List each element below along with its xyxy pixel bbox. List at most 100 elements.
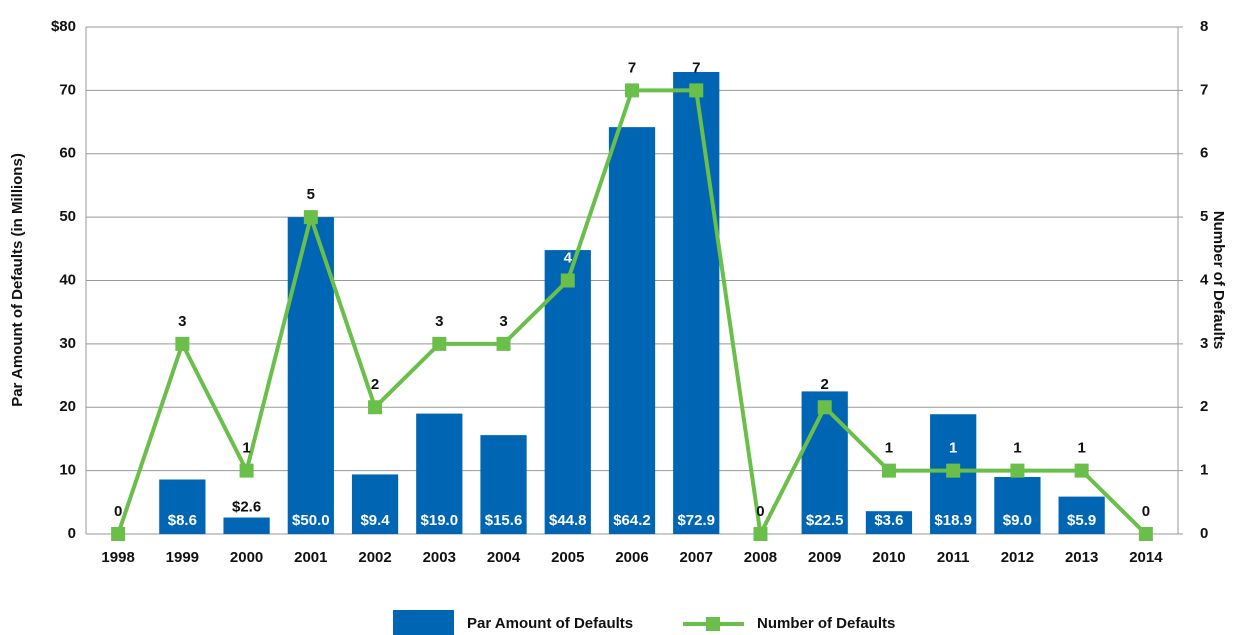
bar (608, 127, 656, 534)
y-tick-label: 10 (59, 462, 76, 479)
bar-value-label: $3.6 (874, 512, 903, 529)
x-tick-label: 2012 (1001, 549, 1034, 566)
y-axis-label: Par Amount of Defaults (in Millions) (9, 153, 26, 407)
y2-tick-label: 5 (1200, 208, 1208, 225)
x-tick-label: 2002 (358, 549, 391, 566)
line-marker (239, 463, 254, 478)
y-tick-label: 30 (59, 335, 76, 352)
line-marker (496, 336, 511, 351)
line-value-label: 0 (1142, 503, 1150, 520)
line-marker (946, 463, 961, 478)
line-marker (368, 400, 383, 415)
line-marker (111, 527, 126, 541)
bar (801, 391, 848, 534)
bar (865, 511, 913, 534)
bar (1058, 496, 1105, 534)
x-tick-label: 2001 (294, 549, 327, 566)
line-marker (753, 527, 768, 541)
line-value-label: 0 (114, 503, 122, 520)
bar (673, 71, 720, 534)
line-marker (1074, 463, 1089, 478)
x-tick-label: 1998 (101, 549, 134, 566)
bar-value-label: $15.6 (485, 512, 523, 529)
bar (416, 413, 463, 534)
bar-value-label: $9.0 (1003, 512, 1032, 529)
x-tick-label: 2007 (680, 549, 713, 566)
line-marker (625, 83, 639, 98)
x-tick-label: 2006 (615, 549, 648, 566)
bar-value-label: $44.8 (549, 512, 587, 529)
line-marker (175, 336, 190, 351)
line-value-label: 7 (628, 59, 636, 76)
bar (223, 517, 270, 534)
line-value-label: 7 (692, 59, 700, 76)
y2-tick-label: 1 (1200, 462, 1208, 479)
y2-tick-label: 7 (1200, 81, 1208, 98)
x-tick-label: 2010 (872, 549, 905, 566)
line-value-label: 2 (371, 376, 379, 393)
bar-value-label: $18.9 (934, 512, 972, 529)
y-tick-label: 40 (59, 271, 76, 288)
bar-value-label: $19.0 (421, 512, 459, 529)
y2-tick-label: 3 (1200, 335, 1208, 352)
line-value-label: 2 (821, 376, 829, 393)
x-tick-label: 2003 (423, 549, 456, 566)
legend-swatch (706, 617, 720, 631)
line-value-label: 1 (949, 440, 957, 457)
line-value-label: 1 (1013, 440, 1021, 457)
y2-tick-label: 4 (1200, 271, 1209, 288)
bar-value-label: $50.0 (292, 512, 330, 529)
line-marker (689, 83, 704, 98)
line-value-label: 0 (756, 503, 764, 520)
legend-label: Number of Defaults (757, 615, 895, 632)
bar-value-label: $5.9 (1067, 512, 1096, 529)
y2-tick-label: 8 (1200, 18, 1208, 35)
y-tick-label: 60 (59, 145, 76, 162)
line-value-label: 1 (885, 440, 893, 457)
line-marker (1010, 463, 1025, 478)
bar (351, 474, 399, 534)
x-tick-label: 1999 (166, 549, 199, 566)
y2-tick-label: 6 (1200, 145, 1208, 162)
bar (994, 476, 1041, 534)
line-value-label: 5 (307, 186, 315, 203)
line-marker (432, 336, 447, 351)
legend-label: Par Amount of Defaults (467, 615, 633, 632)
y2-tick-label: 2 (1200, 398, 1208, 415)
x-tick-label: 2014 (1129, 549, 1163, 566)
line-value-label: 4 (564, 249, 573, 266)
line-value-label: 3 (178, 313, 186, 330)
line-marker (1138, 527, 1153, 541)
line-value-label: 3 (499, 313, 507, 330)
bar-value-label: $8.6 (168, 512, 197, 529)
y2-tick-label: 0 (1200, 525, 1208, 542)
line-value-label: 1 (1077, 440, 1085, 457)
bar-value-label: $2.6 (232, 498, 261, 515)
y-tick-label: $80 (51, 18, 76, 35)
x-tick-label: 2005 (551, 549, 584, 566)
line-marker (817, 400, 832, 415)
y-tick-label: 50 (59, 208, 76, 225)
y2-axis-label: Number of Defaults (1210, 211, 1227, 349)
line-marker (303, 210, 318, 225)
line-marker (560, 273, 575, 288)
bar (159, 479, 206, 534)
line-value-label: 1 (242, 440, 250, 457)
y-tick-label: 0 (68, 525, 76, 542)
x-tick-label: 2000 (230, 549, 263, 566)
line-value-label: 3 (435, 313, 443, 330)
bar-value-label: $22.5 (806, 512, 844, 529)
y-tick-label: 20 (59, 398, 76, 415)
bar-value-label: $9.4 (360, 512, 390, 529)
legend-swatch (393, 610, 454, 635)
line-marker (881, 463, 896, 478)
y-tick-label: 70 (59, 81, 76, 98)
bar-value-label: $64.2 (613, 512, 651, 529)
bar-value-label: $72.9 (677, 512, 715, 529)
x-tick-label: 2008 (744, 549, 777, 566)
x-tick-label: 2009 (808, 549, 841, 566)
x-tick-label: 2011 (937, 549, 970, 566)
x-tick-label: 2013 (1065, 549, 1098, 566)
bar (544, 250, 591, 534)
